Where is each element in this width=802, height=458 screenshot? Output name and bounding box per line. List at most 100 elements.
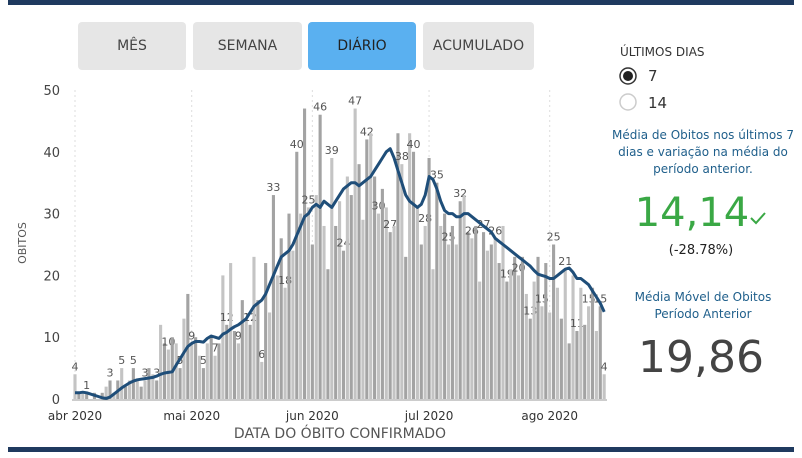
- radio-icons: [619, 67, 637, 111]
- bar: [338, 201, 342, 399]
- bar: [330, 157, 334, 399]
- bar: [174, 343, 178, 399]
- bar: [536, 256, 540, 399]
- button[interactable]: MÊS: [78, 22, 186, 70]
- bar: [497, 263, 501, 399]
- bar: [256, 300, 260, 399]
- bar: [334, 225, 338, 399]
- prev-label: Média Móvel de Obitos Período Anterior: [634, 290, 772, 321]
- bar: [310, 244, 314, 399]
- data-label: 5: [130, 354, 137, 367]
- bar: [100, 392, 104, 399]
- data-label: 38: [395, 150, 409, 163]
- bar: [151, 374, 155, 399]
- bar: [135, 380, 139, 399]
- bar: [260, 361, 264, 399]
- data-label: 21: [558, 255, 572, 268]
- bar: [104, 386, 108, 399]
- bar: [252, 256, 256, 399]
- y-tick-label: 30: [43, 208, 60, 223]
- bar: [501, 225, 505, 399]
- bar: [404, 256, 408, 399]
- bar: [555, 287, 560, 399]
- bar: [423, 225, 427, 399]
- data-label: 3: [153, 366, 160, 379]
- bar: [170, 337, 174, 399]
- bar: [197, 355, 202, 399]
- bar: [458, 201, 462, 399]
- bar: [579, 287, 583, 399]
- bar: [602, 374, 606, 399]
- bar: [295, 151, 299, 399]
- data-label: 40: [290, 138, 304, 151]
- bar: [384, 207, 388, 399]
- bar: [205, 343, 209, 399]
- bar: [209, 337, 213, 399]
- bar: [563, 269, 567, 399]
- bar: [376, 213, 381, 399]
- bar: [481, 232, 486, 399]
- radio[interactable]: [619, 93, 637, 111]
- avg-number: 14,14: [634, 190, 750, 236]
- bar: [517, 275, 521, 399]
- bar: [159, 324, 163, 399]
- bar: [388, 232, 392, 399]
- bar: [587, 306, 591, 399]
- bar: [540, 306, 544, 399]
- bar: [322, 225, 326, 399]
- data-label: 33: [266, 181, 280, 194]
- data-label: 5: [118, 354, 125, 367]
- bar: [489, 244, 493, 399]
- bar: [147, 368, 151, 399]
- bar: [345, 176, 349, 399]
- prev-value: 19,86: [638, 332, 764, 383]
- bar: [341, 250, 346, 399]
- bar: [155, 380, 159, 399]
- bar: [299, 213, 303, 399]
- bar: [318, 114, 322, 399]
- bar: [454, 244, 458, 399]
- bar: [349, 195, 353, 399]
- bar: [108, 380, 112, 399]
- bar: [446, 244, 451, 399]
- bar: [353, 108, 357, 399]
- bar: [474, 225, 478, 399]
- bar: [552, 244, 556, 399]
- bar: [594, 331, 598, 399]
- button[interactable]: DIÁRIO: [308, 22, 416, 70]
- bar: [443, 213, 447, 399]
- bar: [505, 281, 509, 399]
- bar: [264, 263, 268, 399]
- bar: [571, 275, 575, 399]
- bar: [178, 368, 182, 399]
- data-label: 46: [313, 101, 327, 114]
- bar: [427, 157, 431, 399]
- bar: [236, 343, 240, 399]
- bar: [217, 343, 221, 399]
- bar: [124, 386, 128, 399]
- bar: [365, 139, 369, 399]
- bar: [201, 368, 205, 399]
- radio-dot: [623, 71, 633, 81]
- data-label: 9: [235, 329, 242, 342]
- bar: [431, 269, 435, 399]
- data-label: 3: [107, 366, 114, 379]
- bar: [567, 343, 571, 399]
- chart: DATA DO ÓBITO CONFIRMADO OBITOS 0 10 20 30 4…: [16, 84, 608, 442]
- button[interactable]: ACUMULADO: [423, 22, 534, 70]
- bar: [466, 232, 470, 399]
- bar: [182, 318, 186, 399]
- bar: [77, 392, 81, 399]
- bar: [478, 281, 482, 399]
- bar: [559, 318, 563, 399]
- button[interactable]: SEMANA: [193, 22, 302, 70]
- bar: [127, 380, 132, 399]
- panel-title: ÚLTIMOS DIAS: [620, 45, 705, 59]
- bar: [470, 238, 474, 399]
- data-label: 4: [601, 360, 608, 373]
- bar: [279, 238, 283, 399]
- radio-label: 7: [648, 67, 658, 85]
- data-label: 4: [72, 360, 79, 373]
- bar: [396, 133, 400, 399]
